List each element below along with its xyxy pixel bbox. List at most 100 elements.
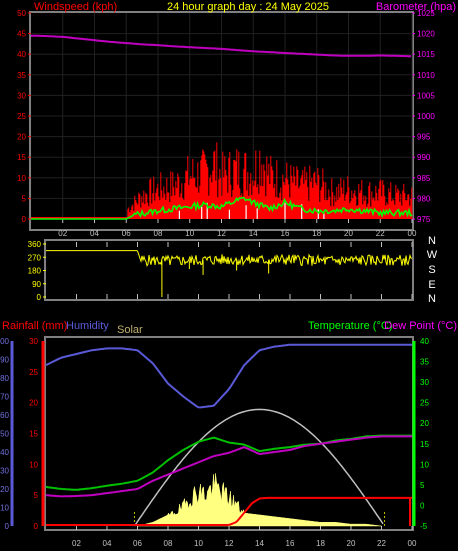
wind-direction-series <box>46 250 413 267</box>
barometer-y-tick-label: 1005 <box>417 91 435 100</box>
temp-x-tick-label: 16 <box>286 539 295 548</box>
rainfall-y-tick-label: 5 <box>34 491 39 500</box>
rainfall-y-tick-label: 15 <box>29 430 38 439</box>
barometer-y-tick-label: 1010 <box>417 71 435 80</box>
rainfall-y-tick-label: 0 <box>34 522 39 531</box>
rainfall-y-tick-label: 30 <box>29 337 38 346</box>
temperature-y-tick-label: 5 <box>420 481 425 490</box>
wind-x-tick-label: 16 <box>281 229 290 238</box>
temp-x-tick-label: 10 <box>194 539 203 548</box>
wind-x-tick-label: 08 <box>154 229 163 238</box>
barometer-y-tick-label: 995 <box>417 133 431 142</box>
temp-x-tick-label: 08 <box>164 539 173 548</box>
wind-x-tick-label: 14 <box>249 229 258 238</box>
humidity-y-tick-label: 60 <box>0 411 9 420</box>
barometer-y-tick-label: 990 <box>417 153 431 162</box>
humidity-y-tick-label: 100 <box>0 337 10 346</box>
humidity-y-tick-label: 20 <box>0 485 9 494</box>
compass-label-n: N <box>428 235 436 247</box>
wind-y-tick-label: 40 <box>17 50 26 59</box>
humidity-y-tick-label: 80 <box>0 374 9 383</box>
direction-y-tick-label: 180 <box>28 267 42 276</box>
compass-label-e: E <box>428 279 435 291</box>
barometer-y-tick-label: 1025 <box>417 9 435 18</box>
temp-x-tick-label: 14 <box>255 539 264 548</box>
solar-theoretical-curve <box>133 408 384 527</box>
direction-y-tick-label: 360 <box>28 240 42 249</box>
wind-y-tick-label: 20 <box>17 133 26 142</box>
temperature-y-tick-label: 25 <box>420 399 429 408</box>
temp-x-tick-label: 20 <box>347 539 356 548</box>
compass-label-w: W <box>427 249 438 261</box>
solar-series <box>137 473 382 527</box>
wind-y-tick-label: 10 <box>17 174 26 183</box>
solar-title: Solar <box>117 324 143 336</box>
wind-x-tick-label: 00 <box>408 229 417 238</box>
wind-x-tick-label: 12 <box>217 229 226 238</box>
direction-y-tick-label: 0 <box>37 293 42 302</box>
compass-label-n: N <box>428 293 436 305</box>
rainfall-y-tick-label: 25 <box>29 368 38 377</box>
direction-y-tick-label: 90 <box>32 280 41 289</box>
barometer-y-tick-label: 1015 <box>417 50 435 59</box>
rainfall-y-tick-label: 10 <box>29 460 38 469</box>
temperature-y-tick-label: -5 <box>420 522 428 531</box>
barometer-y-tick-label: 1000 <box>417 112 435 121</box>
temperature-y-tick-label: 30 <box>420 378 429 387</box>
rainfall-series <box>46 496 412 526</box>
wind-direction-panel <box>44 239 414 301</box>
humidity-y-tick-label: 40 <box>0 448 9 457</box>
temperature-axis-title: Temperature (°C) <box>308 320 392 332</box>
humidity-y-tick-label: 50 <box>0 430 9 439</box>
humidity-y-tick-label: 0 <box>5 522 10 531</box>
temp-x-tick-label: 12 <box>225 539 234 548</box>
barometer-y-tick-label: 985 <box>417 174 431 183</box>
wind-y-tick-label: 5 <box>22 194 27 203</box>
wind-y-tick-label: 30 <box>17 91 26 100</box>
windspeed-series <box>127 142 413 219</box>
wind-y-tick-label: 50 <box>17 9 26 18</box>
temperature-y-tick-label: 15 <box>420 440 429 449</box>
wind-y-tick-label: 0 <box>22 215 27 224</box>
rainfall-axis-title: Rainfall (mm) <box>2 320 67 332</box>
temp-x-tick-label: 22 <box>377 539 386 548</box>
wind-x-tick-label: 22 <box>376 229 385 238</box>
barometer-axis-title: Barometer (hpa) <box>376 1 456 13</box>
dewpoint-axis-title: Dew Point (°C) <box>384 320 457 332</box>
wind-y-tick-label: 45 <box>17 30 26 39</box>
temp-x-tick-label: 00 <box>408 539 417 548</box>
temperature-y-tick-label: 20 <box>420 419 429 428</box>
wind-average-series <box>31 196 413 220</box>
humidity-y-tick-label: 70 <box>0 393 9 402</box>
wind-x-tick-label: 04 <box>90 229 99 238</box>
direction-y-tick-label: 270 <box>28 253 42 262</box>
dewpoint-series <box>45 435 412 498</box>
temp-x-tick-label: 02 <box>72 539 81 548</box>
temp-x-tick-label: 18 <box>316 539 325 548</box>
barometer-y-tick-label: 1020 <box>417 30 435 39</box>
rainfall-y-tick-label: 20 <box>29 399 38 408</box>
barometer-y-tick-label: 975 <box>417 215 431 224</box>
chart-title: 24 hour graph day : 24 May 2025 <box>167 1 329 13</box>
wind-x-tick-label: 02 <box>58 229 67 238</box>
humidity-axis-title: Humidity <box>66 320 109 332</box>
windspeed-axis-title: Windspeed (kph) <box>34 1 117 13</box>
direction-panel-frame <box>44 239 414 301</box>
humidity-y-tick-label: 90 <box>0 356 9 365</box>
wind-x-tick-label: 10 <box>185 229 194 238</box>
temperature-y-tick-label: 10 <box>420 460 429 469</box>
chart-marks: 0510152025303540455097598098599099510001… <box>0 9 435 548</box>
wind-y-tick-label: 25 <box>17 112 26 121</box>
wind-x-tick-label: 06 <box>122 229 131 238</box>
wind-gust-markers <box>178 202 325 219</box>
wind-y-tick-label: 15 <box>17 153 26 162</box>
wind-x-tick-label: 20 <box>344 229 353 238</box>
wind-y-tick-label: 35 <box>17 71 26 80</box>
temp-x-tick-label: 04 <box>103 539 112 548</box>
wind-x-tick-label: 18 <box>312 229 321 238</box>
temperature-y-tick-label: 35 <box>420 358 429 367</box>
barometer-series <box>31 34 411 58</box>
humidity-y-tick-label: 10 <box>0 504 9 513</box>
